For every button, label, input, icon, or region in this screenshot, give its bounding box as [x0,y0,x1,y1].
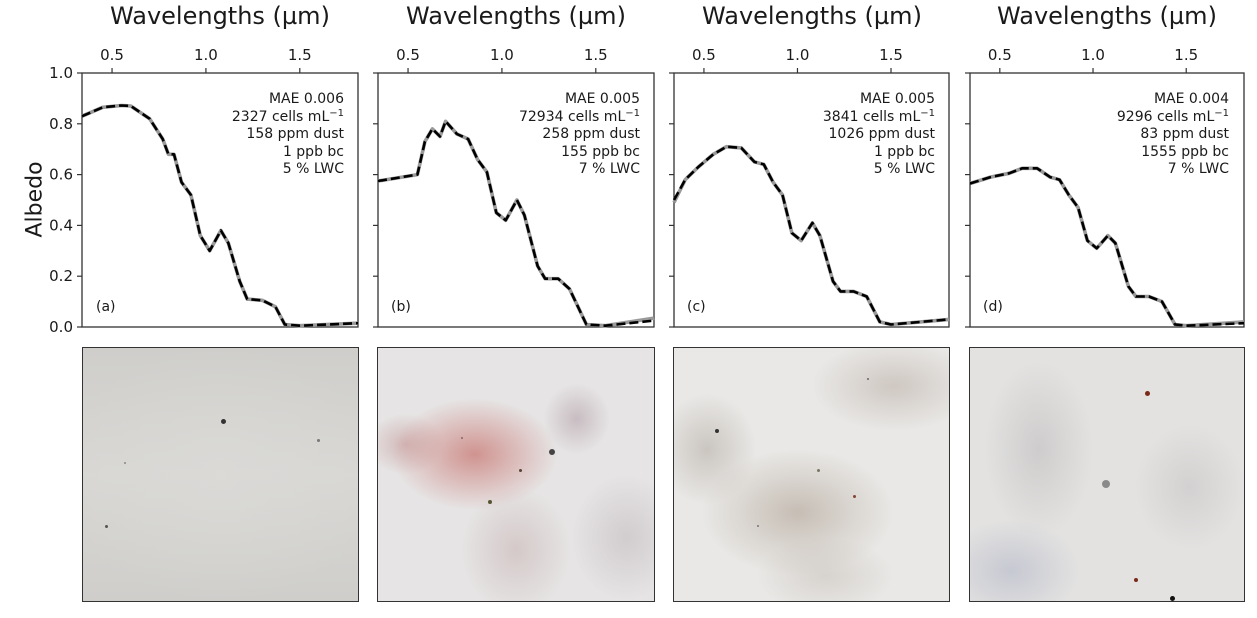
xtick-label-b-2: 1.5 [584,46,608,64]
xlabel-c: Wavelengths (µm) [702,2,922,30]
snow-photo-a [82,347,359,602]
photo-speck [817,469,820,473]
bc-b: 155 ppb bc [561,143,640,160]
cells-c: 3841 cells mL−1 [822,107,935,125]
cells-d: 9296 cells mL−1 [1116,107,1229,125]
dust-d: 83 ppm dust [1140,126,1229,142]
photo-speck [549,449,556,456]
dust-b: 258 ppm dust [542,126,640,142]
annotation-b: MAE 0.005 72934 cells mL−1 258 ppm dust … [519,91,640,179]
mae-b: MAE 0.005 [564,91,640,107]
series-modeled-a [81,104,359,328]
photo-speck [488,499,493,504]
xtick-label-d-1: 1.0 [1081,46,1105,64]
xtick-label-b-1: 1.0 [490,46,514,64]
dust-c: 1026 ppm dust [828,126,935,142]
bc-c: 1 ppb bc [873,143,935,160]
ytick-label-5: 1.0 [49,64,73,82]
lwc-a: 5 % LWC [282,161,344,177]
annotation-a: MAE 0.006 2327 cells mL−1 158 ppm dust 1… [232,91,344,179]
xtick-label-c-1: 1.0 [786,46,810,64]
xtick-label-d-0: 0.5 [988,46,1012,64]
bc-d: 1555 ppb bc [1141,143,1229,160]
photo-speck [756,525,759,528]
photo-speck [124,461,127,464]
lwc-b: 7 % LWC [578,161,640,177]
photo-speck [460,436,463,439]
xtick-label-a-0: 0.5 [100,46,124,64]
xlabel-b: Wavelengths (µm) [406,2,626,30]
dust-a: 158 ppm dust [246,126,344,142]
photo-speck [316,439,320,443]
photo-speck [1170,595,1176,601]
series-modeled-d [969,167,1245,328]
xtick-label-b-0: 0.5 [396,46,420,64]
xlabel-d: Wavelengths (µm) [997,2,1217,30]
ytick-label-1: 0.2 [49,267,73,285]
snow-photo-c [673,347,950,602]
photo-speck [1134,578,1139,583]
photo-speck [1101,479,1110,488]
ytick-label-0: 0.0 [49,318,73,336]
photo-speck [105,525,108,529]
snow-photo-b [377,347,655,602]
annotation-c: MAE 0.005 3841 cells mL−1 1026 ppm dust … [823,91,935,179]
series-modeled-b [377,120,655,328]
photo-speck [715,428,720,433]
xtick-label-d-2: 1.5 [1174,46,1198,64]
mae-c: MAE 0.005 [859,91,935,107]
plot-frame-b [377,72,655,328]
mae-d: MAE 0.004 [1153,91,1229,107]
xtick-label-a-2: 1.5 [288,46,312,64]
ylabel: Albedo [22,161,48,238]
plot-frame-a [81,72,359,328]
photo-speck [518,469,522,473]
series-measured-d [969,166,1245,328]
mae-a: MAE 0.006 [268,91,344,107]
xtick-label-a-1: 1.0 [194,46,218,64]
xtick-label-c-2: 1.5 [879,46,903,64]
panel-tag-c: (c) [687,299,706,315]
panel-tag-d: (d) [983,299,1003,315]
cells-a: 2327 cells mL−1 [231,107,344,125]
panel-tag-a: (a) [96,299,116,315]
annotation-d: MAE 0.004 9296 cells mL−1 83 ppm dust 15… [1117,91,1229,179]
snow-photo-d [969,347,1245,602]
ytick-label-4: 0.8 [49,115,73,133]
bc-a: 1 ppb bc [282,143,344,160]
xtick-label-c-0: 0.5 [692,46,716,64]
lwc-d: 7 % LWC [1167,161,1229,177]
ytick-label-3: 0.6 [49,166,73,184]
ytick-label-2: 0.4 [49,216,73,234]
xlabel-a: Wavelengths (µm) [110,2,330,30]
photo-speck [220,418,226,424]
cells-b: 72934 cells mL−1 [518,107,640,125]
plot-frame-d [969,72,1245,328]
lwc-c: 5 % LWC [873,161,935,177]
series-modeled-c [672,145,950,326]
photo-speck [852,494,856,498]
panel-tag-b: (b) [391,299,411,315]
photo-speck [1145,391,1151,396]
photo-speck [866,378,869,381]
